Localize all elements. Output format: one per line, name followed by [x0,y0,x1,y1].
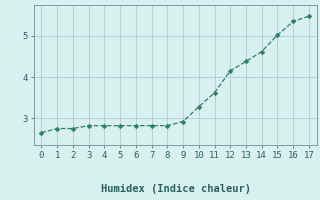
Text: Humidex (Indice chaleur): Humidex (Indice chaleur) [101,184,251,194]
